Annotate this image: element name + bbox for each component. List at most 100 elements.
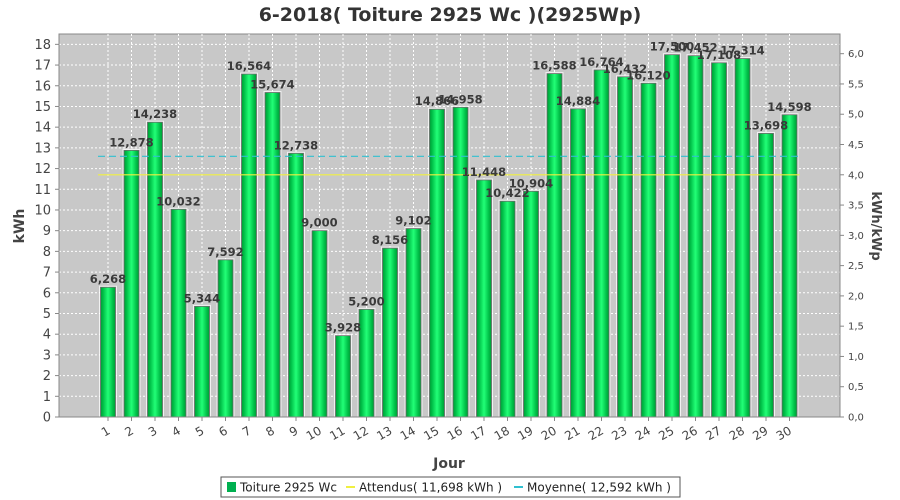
bar	[194, 305, 210, 418]
bar-group	[287, 151, 305, 418]
y2-tick-label: 3,0	[848, 231, 864, 242]
data-label: 16,588	[532, 59, 576, 73]
y-tick-label: 3	[43, 348, 51, 363]
y2-tick-label: 4,0	[848, 170, 864, 181]
bar	[170, 208, 187, 418]
y2-tick-label: 0,5	[848, 382, 864, 393]
x-tick-label: 28	[727, 423, 747, 443]
x-tick-label: 23	[609, 423, 629, 443]
bar-group	[240, 72, 258, 418]
y-tick-label: 13	[34, 141, 51, 156]
bar	[617, 76, 633, 418]
bar-group	[263, 91, 282, 418]
data-label: 16,432	[603, 62, 647, 76]
bar	[217, 259, 234, 418]
legend-swatch	[227, 482, 236, 492]
x-axis-title: Jour	[432, 456, 465, 472]
x-tick-label: 15	[421, 423, 441, 443]
data-label: 11,448	[462, 165, 506, 179]
data-label: 14,866	[415, 94, 459, 108]
y-tick-label: 2	[43, 369, 51, 384]
bar-group	[522, 189, 540, 418]
x-tick-label: 26	[680, 423, 700, 443]
x-tick-label: 8	[263, 423, 277, 439]
bar	[711, 62, 727, 418]
x-tick-label: 18	[492, 423, 512, 443]
y2-tick-label: 5,0	[848, 110, 864, 121]
y2-tick-label: 1,0	[848, 352, 864, 363]
data-label: 16,564	[227, 59, 271, 73]
bar-group	[710, 61, 728, 418]
bar-group	[451, 105, 470, 418]
y-axis-right: 0,0 0,5 1,0 1,5 2,0 2,5 3,0 3,5 4,0 4,5 5,0 5,5 6,0	[839, 34, 864, 424]
data-label: 17,452	[673, 41, 717, 55]
bar-group	[639, 81, 658, 418]
bar-group	[592, 68, 611, 418]
y2-tick-label: 4,5	[848, 140, 864, 151]
x-tick-label: 22	[586, 423, 606, 443]
x-tick-label: 21	[562, 423, 582, 443]
data-label: 12,738	[274, 138, 318, 152]
y-tick-label: 16	[34, 79, 51, 94]
y-axis-title: kWh	[12, 209, 28, 244]
data-label: 9,000	[301, 216, 337, 230]
legend-label: Toiture 2925 Wc	[239, 481, 337, 495]
bar	[523, 190, 539, 418]
bar-group	[545, 72, 564, 418]
y2-tick-label: 1,5	[848, 322, 864, 333]
data-label: 17,500	[650, 40, 694, 54]
data-label: 10,032	[156, 194, 200, 208]
legend: Toiture 2925 Wc Attendus( 11,698 kWh ) Moy…	[220, 476, 681, 498]
data-label: 9,102	[395, 214, 431, 228]
bar	[405, 228, 422, 418]
bar-group	[146, 120, 164, 418]
legend-item: Toiture 2925 Wc	[227, 481, 337, 495]
y-tick-label: 14	[34, 121, 51, 136]
bar-group	[498, 199, 517, 418]
x-tick-label: 16	[445, 423, 465, 443]
x-tick-label: 2	[122, 423, 136, 439]
data-label: 5,200	[348, 294, 384, 308]
data-label: 16,120	[626, 68, 670, 82]
legend-item: Attendus( 11,698 kWh )	[346, 481, 502, 495]
data-label: 14,238	[133, 107, 177, 121]
bar	[147, 121, 163, 418]
bar	[241, 73, 257, 418]
x-tick-label: 25	[656, 423, 676, 443]
x-tick-label: 13	[374, 423, 394, 443]
y-tick-label: 9	[43, 224, 51, 239]
legend-label: Attendus( 11,698 kWh )	[359, 481, 502, 495]
data-label: 12,878	[109, 135, 153, 149]
bar-group	[475, 178, 493, 418]
y2-tick-label: 0,0	[848, 413, 864, 424]
legend-label: Moyenne( 12,592 kWh )	[527, 481, 671, 495]
bar	[734, 58, 751, 418]
bars	[99, 53, 799, 418]
bar	[781, 114, 798, 418]
y-tick-label: 12	[34, 162, 51, 177]
y-tick-label: 17	[34, 59, 51, 74]
bar	[100, 286, 116, 418]
bar	[123, 149, 140, 418]
bar-group	[169, 207, 188, 418]
data-label: 10,422	[485, 186, 529, 200]
y-tick-label: 4	[43, 328, 51, 343]
bar-group	[616, 75, 634, 418]
x-tick-label: 9	[287, 423, 301, 439]
y-tick-label: 10	[34, 203, 51, 218]
y-tick-label: 5	[43, 307, 51, 322]
x-tick-label: 1	[99, 423, 113, 439]
bar	[382, 247, 398, 418]
x-tick-label: 30	[774, 423, 794, 443]
data-label: 5,344	[184, 291, 220, 305]
bar	[358, 308, 375, 418]
data-label: 10,904	[509, 176, 553, 190]
plot-area	[58, 33, 841, 418]
bar-group	[569, 107, 587, 418]
y-tick-label: 11	[34, 183, 51, 198]
y-tick-label: 6	[43, 286, 51, 301]
bar-group	[334, 334, 352, 418]
y-tick-label: 0	[43, 411, 51, 426]
